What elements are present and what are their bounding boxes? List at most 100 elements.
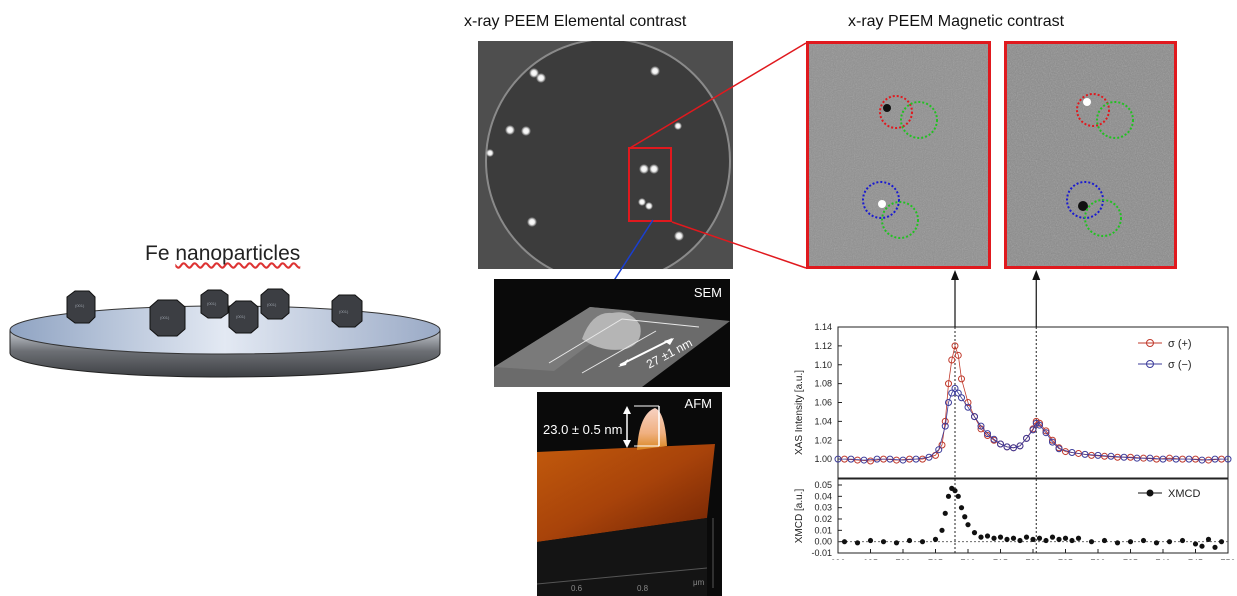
xmcd-point	[984, 533, 991, 539]
xas-ytick-label: 1.08	[814, 379, 832, 389]
xas-series-1-point	[951, 384, 959, 392]
xmcd-point	[1004, 536, 1010, 542]
xas-series-0-point	[958, 375, 965, 383]
xas-series-1-point	[1224, 455, 1232, 463]
afm-tick-unit: μm	[693, 578, 705, 587]
xas-series-1-point	[1049, 438, 1056, 446]
afm-label: AFM	[684, 396, 712, 411]
xtick-label: 720	[1025, 558, 1040, 560]
xas-series-1-point	[886, 455, 894, 463]
svg-text:(001): (001)	[207, 301, 217, 306]
xas-series-1-point	[1094, 451, 1102, 459]
xas-series-1-point	[847, 455, 855, 463]
xas-series-1-point	[1185, 455, 1193, 463]
xmcd-point	[958, 505, 965, 511]
xmcd-point	[962, 514, 968, 520]
xas-ytick-label: 1.06	[814, 398, 832, 408]
xmcd-point	[1010, 535, 1017, 541]
xas-series-1-point	[945, 399, 952, 406]
xas-series-0-point	[1049, 436, 1056, 444]
xas-series-0-point	[948, 356, 956, 364]
xmcd-point	[1114, 540, 1121, 546]
xas-series-1-point	[1042, 429, 1050, 437]
xmcd-point	[841, 539, 848, 545]
xas-series-1-point	[1081, 450, 1089, 458]
substrate-illustration: (001) (001) (001) (001) (001) (001)	[9, 288, 441, 378]
xmcd-point	[1069, 537, 1075, 544]
xas-ylabel: XAS Intensity [a.u.]	[794, 370, 805, 455]
xas-ytick-label: 1.04	[814, 416, 832, 426]
xmcd-point	[906, 537, 913, 544]
xmcd-point	[1056, 536, 1062, 542]
xas-series-1-point	[1133, 454, 1141, 462]
xas-series-1-point	[971, 413, 978, 421]
xtick-label: 695	[863, 558, 878, 560]
xas-series-1-point	[958, 394, 965, 402]
peak-arrow-head	[951, 270, 959, 280]
xas-series-1-point	[1023, 434, 1030, 442]
xmcd-point	[1017, 537, 1023, 544]
xas-ytick-label: 1.14	[814, 322, 832, 332]
xtick-label: 690	[830, 558, 845, 560]
xmcd-point	[997, 534, 1004, 540]
xmcd-point	[1075, 535, 1082, 541]
xmcd-point	[952, 488, 958, 494]
afm-height-label: 23.0 ± 0.5 nm	[543, 422, 623, 437]
xtick-label: 745	[1188, 558, 1203, 560]
elemental-contrast-title: x-ray PEEM Elemental contrast	[464, 13, 687, 30]
svg-text:(001): (001)	[339, 309, 349, 314]
magnetic-contrast-title: x-ray PEEM Magnetic contrast	[848, 13, 1065, 30]
xmcd-point	[939, 527, 945, 533]
xtick-label: 705	[928, 558, 943, 560]
nanoparticle-cubes	[66, 288, 363, 337]
xmcd-point	[1153, 540, 1160, 546]
xas-series-0-point	[1075, 449, 1082, 457]
xmcd-point	[1030, 536, 1036, 542]
afm-tick-1: 0.6	[571, 584, 583, 593]
xas-series-1-point	[964, 403, 972, 411]
xmcd-point	[1212, 544, 1218, 550]
xmcd-point	[1199, 543, 1205, 549]
xmcd-point	[978, 534, 984, 540]
xas-series-1-point	[997, 440, 1004, 448]
xas-series-1-point	[860, 456, 868, 464]
xmcd-point	[893, 540, 900, 546]
xmcd-point	[854, 540, 861, 546]
xmcd-point	[955, 493, 961, 499]
xas-legend-marker-1	[1146, 360, 1154, 368]
afm-tick-2: 0.8	[637, 584, 649, 593]
svg-text:(001): (001)	[267, 302, 277, 307]
xas-series-1-point	[935, 446, 943, 454]
xas-series-1-point	[984, 430, 991, 438]
sem-image: SEM 27 ±1 nm	[494, 279, 730, 387]
magnetic-image-right	[1004, 41, 1177, 269]
xmcd-point	[1218, 539, 1225, 545]
xas-legend-marker-0	[1146, 339, 1154, 347]
xas-series-1-point	[1198, 456, 1206, 464]
xmcd-point	[991, 535, 997, 541]
xmcd-ytick-label: 0.00	[814, 537, 832, 547]
xtick-label: 725	[1058, 558, 1073, 560]
xmcd-point	[1166, 539, 1173, 545]
xtick-label: 710	[960, 558, 975, 560]
xmcd-ylabel: XMCD [a.u.]	[794, 489, 805, 544]
peak-arrow-head	[1032, 270, 1041, 280]
xas-series-1-point	[1107, 452, 1115, 460]
xmcd-point	[1062, 535, 1069, 541]
xas-series-1-point	[1055, 445, 1063, 453]
xmcd-point	[880, 539, 887, 545]
xas-legend-label-0: σ (+)	[1168, 338, 1192, 350]
xas-series-1-point	[954, 389, 962, 397]
xas-series-0-point	[1166, 454, 1173, 462]
xmcd-point	[1049, 534, 1056, 540]
xmcd-point	[1043, 537, 1049, 544]
xtick-label: 735	[1123, 558, 1138, 560]
xas-series-0-point	[945, 380, 952, 388]
xmcd-point	[1023, 534, 1030, 540]
xmcd-point	[1036, 535, 1043, 541]
xas-series-1-point	[990, 435, 998, 443]
zoom-region-box	[628, 147, 672, 222]
xas-series-1-point	[1029, 426, 1037, 434]
xtick-label: 750	[1220, 558, 1235, 560]
xmcd-point	[932, 536, 939, 542]
